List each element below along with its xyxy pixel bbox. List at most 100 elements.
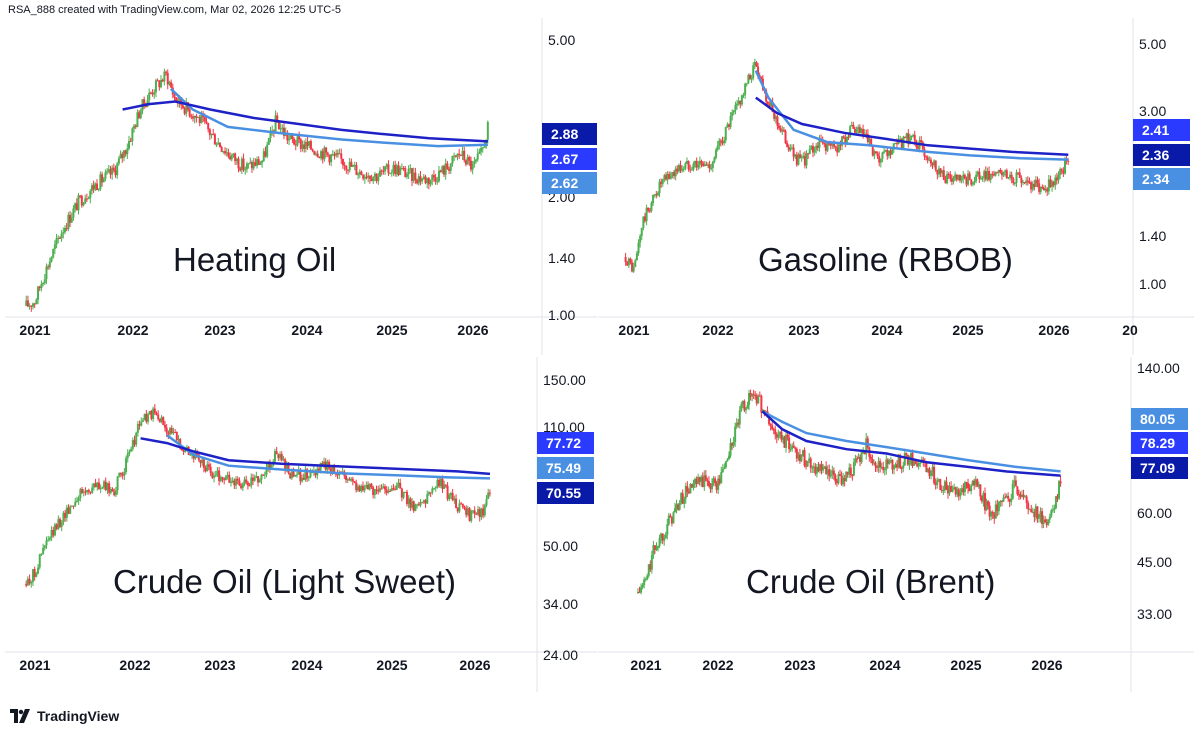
candle-body xyxy=(75,500,78,502)
candle-body xyxy=(664,175,667,180)
candle-body xyxy=(649,564,652,570)
candle-body xyxy=(660,533,663,539)
candle-body xyxy=(905,133,908,138)
candle-body xyxy=(840,475,843,485)
candle-body xyxy=(302,477,305,480)
candle-body xyxy=(899,138,902,140)
candle-body xyxy=(451,493,454,501)
candle-body xyxy=(26,578,29,586)
candle-body xyxy=(1059,169,1062,175)
candle-body xyxy=(657,545,660,548)
candle-body xyxy=(92,483,95,488)
candle-body xyxy=(367,175,370,178)
x-tick-label: 2021 xyxy=(618,322,649,338)
candle-body xyxy=(341,158,344,166)
candle-body xyxy=(304,469,307,480)
candle-body xyxy=(397,165,400,175)
candle-body xyxy=(446,485,449,500)
candle-body xyxy=(871,145,874,156)
candle-body xyxy=(971,480,974,486)
candle-body xyxy=(638,591,641,593)
candle-body xyxy=(891,460,894,470)
heating-oil-chart-panel[interactable]: Heating Oil2021202220232024202520265.003… xyxy=(5,18,597,355)
candle-body xyxy=(200,115,203,123)
candle-body xyxy=(114,170,117,176)
candle-body xyxy=(694,479,697,484)
candle-body xyxy=(389,173,392,175)
candle-body xyxy=(375,489,378,491)
candle-body xyxy=(997,169,1000,173)
candle-body xyxy=(480,147,483,152)
candle-body xyxy=(168,82,171,85)
candle-body xyxy=(681,169,684,171)
candle-body xyxy=(832,144,835,147)
candle-body xyxy=(488,492,491,494)
candle-body xyxy=(253,477,256,481)
candle-body xyxy=(790,147,793,149)
candle-body xyxy=(743,401,746,411)
candle-body xyxy=(774,116,777,119)
candle-body xyxy=(402,492,405,498)
candle-body xyxy=(629,258,632,263)
gasoline-chart-panel[interactable]: Gasoline (RBOB) 2021 2022 2023 2024 2025 2026 2… xyxy=(598,18,1194,355)
candle-body xyxy=(712,478,715,484)
candle-body xyxy=(422,176,425,179)
candle-body xyxy=(677,165,680,172)
candle-body xyxy=(785,434,788,448)
candle-body xyxy=(30,305,33,307)
candle-body xyxy=(1017,494,1020,496)
candle-body xyxy=(905,453,908,455)
candle-body xyxy=(473,161,476,164)
candle-body xyxy=(1010,498,1013,502)
candle-body xyxy=(208,129,211,136)
candle-body xyxy=(449,493,452,495)
candle-body xyxy=(786,434,789,438)
candle-body xyxy=(706,164,709,166)
x-tick-label: 2024 xyxy=(291,657,322,673)
candle-body xyxy=(1047,519,1050,525)
crude-light-sweet-chart-panel[interactable]: Crude Oil (Light Sweet) 2021 2022 2023 2024 2… xyxy=(5,357,597,692)
candle-body xyxy=(792,147,795,157)
candle-body xyxy=(254,162,257,166)
candle-body xyxy=(994,504,997,519)
candle-body xyxy=(965,178,968,185)
candle-body xyxy=(256,159,259,166)
candle-body xyxy=(414,172,417,181)
candle-body xyxy=(1034,506,1037,518)
candle-body xyxy=(360,485,363,491)
candle-body xyxy=(798,454,801,462)
candle-body xyxy=(294,144,297,146)
candle-body xyxy=(800,456,803,462)
chart-title-overlay: Crude Oil (Light Sweet) xyxy=(113,563,456,600)
price-badge-label: 75.49 xyxy=(546,460,581,476)
candle-body xyxy=(392,488,395,490)
candle-body xyxy=(1052,181,1055,186)
candle-body xyxy=(424,176,427,184)
candle-body xyxy=(682,168,685,170)
x-tick-label: 2025 xyxy=(952,322,983,338)
candle-body xyxy=(87,198,90,200)
candle-body xyxy=(55,238,58,245)
candle-body xyxy=(301,477,304,482)
candle-body xyxy=(908,137,911,144)
candle-body xyxy=(378,488,381,492)
candle-body xyxy=(757,66,760,76)
candle-body xyxy=(945,481,948,490)
candle-body xyxy=(99,488,102,490)
candle-body xyxy=(143,99,146,105)
candle-body xyxy=(704,475,707,481)
candle-body xyxy=(724,461,727,468)
candle-body xyxy=(407,498,410,504)
candle-body xyxy=(443,166,446,175)
candle-body xyxy=(370,178,373,182)
candle-body xyxy=(158,80,161,88)
candle-body xyxy=(647,564,650,576)
candle-body xyxy=(1027,503,1030,510)
crude-brent-chart-panel[interactable]: Crude Oil (Brent) 2021 2022 2023 2024 2025 202… xyxy=(598,357,1194,692)
candle-body xyxy=(434,177,437,182)
candle-body xyxy=(1014,480,1017,487)
candle-body xyxy=(652,194,655,204)
candle-body xyxy=(353,165,356,167)
brand-name: TradingView xyxy=(37,708,120,724)
candle-body xyxy=(695,479,698,485)
